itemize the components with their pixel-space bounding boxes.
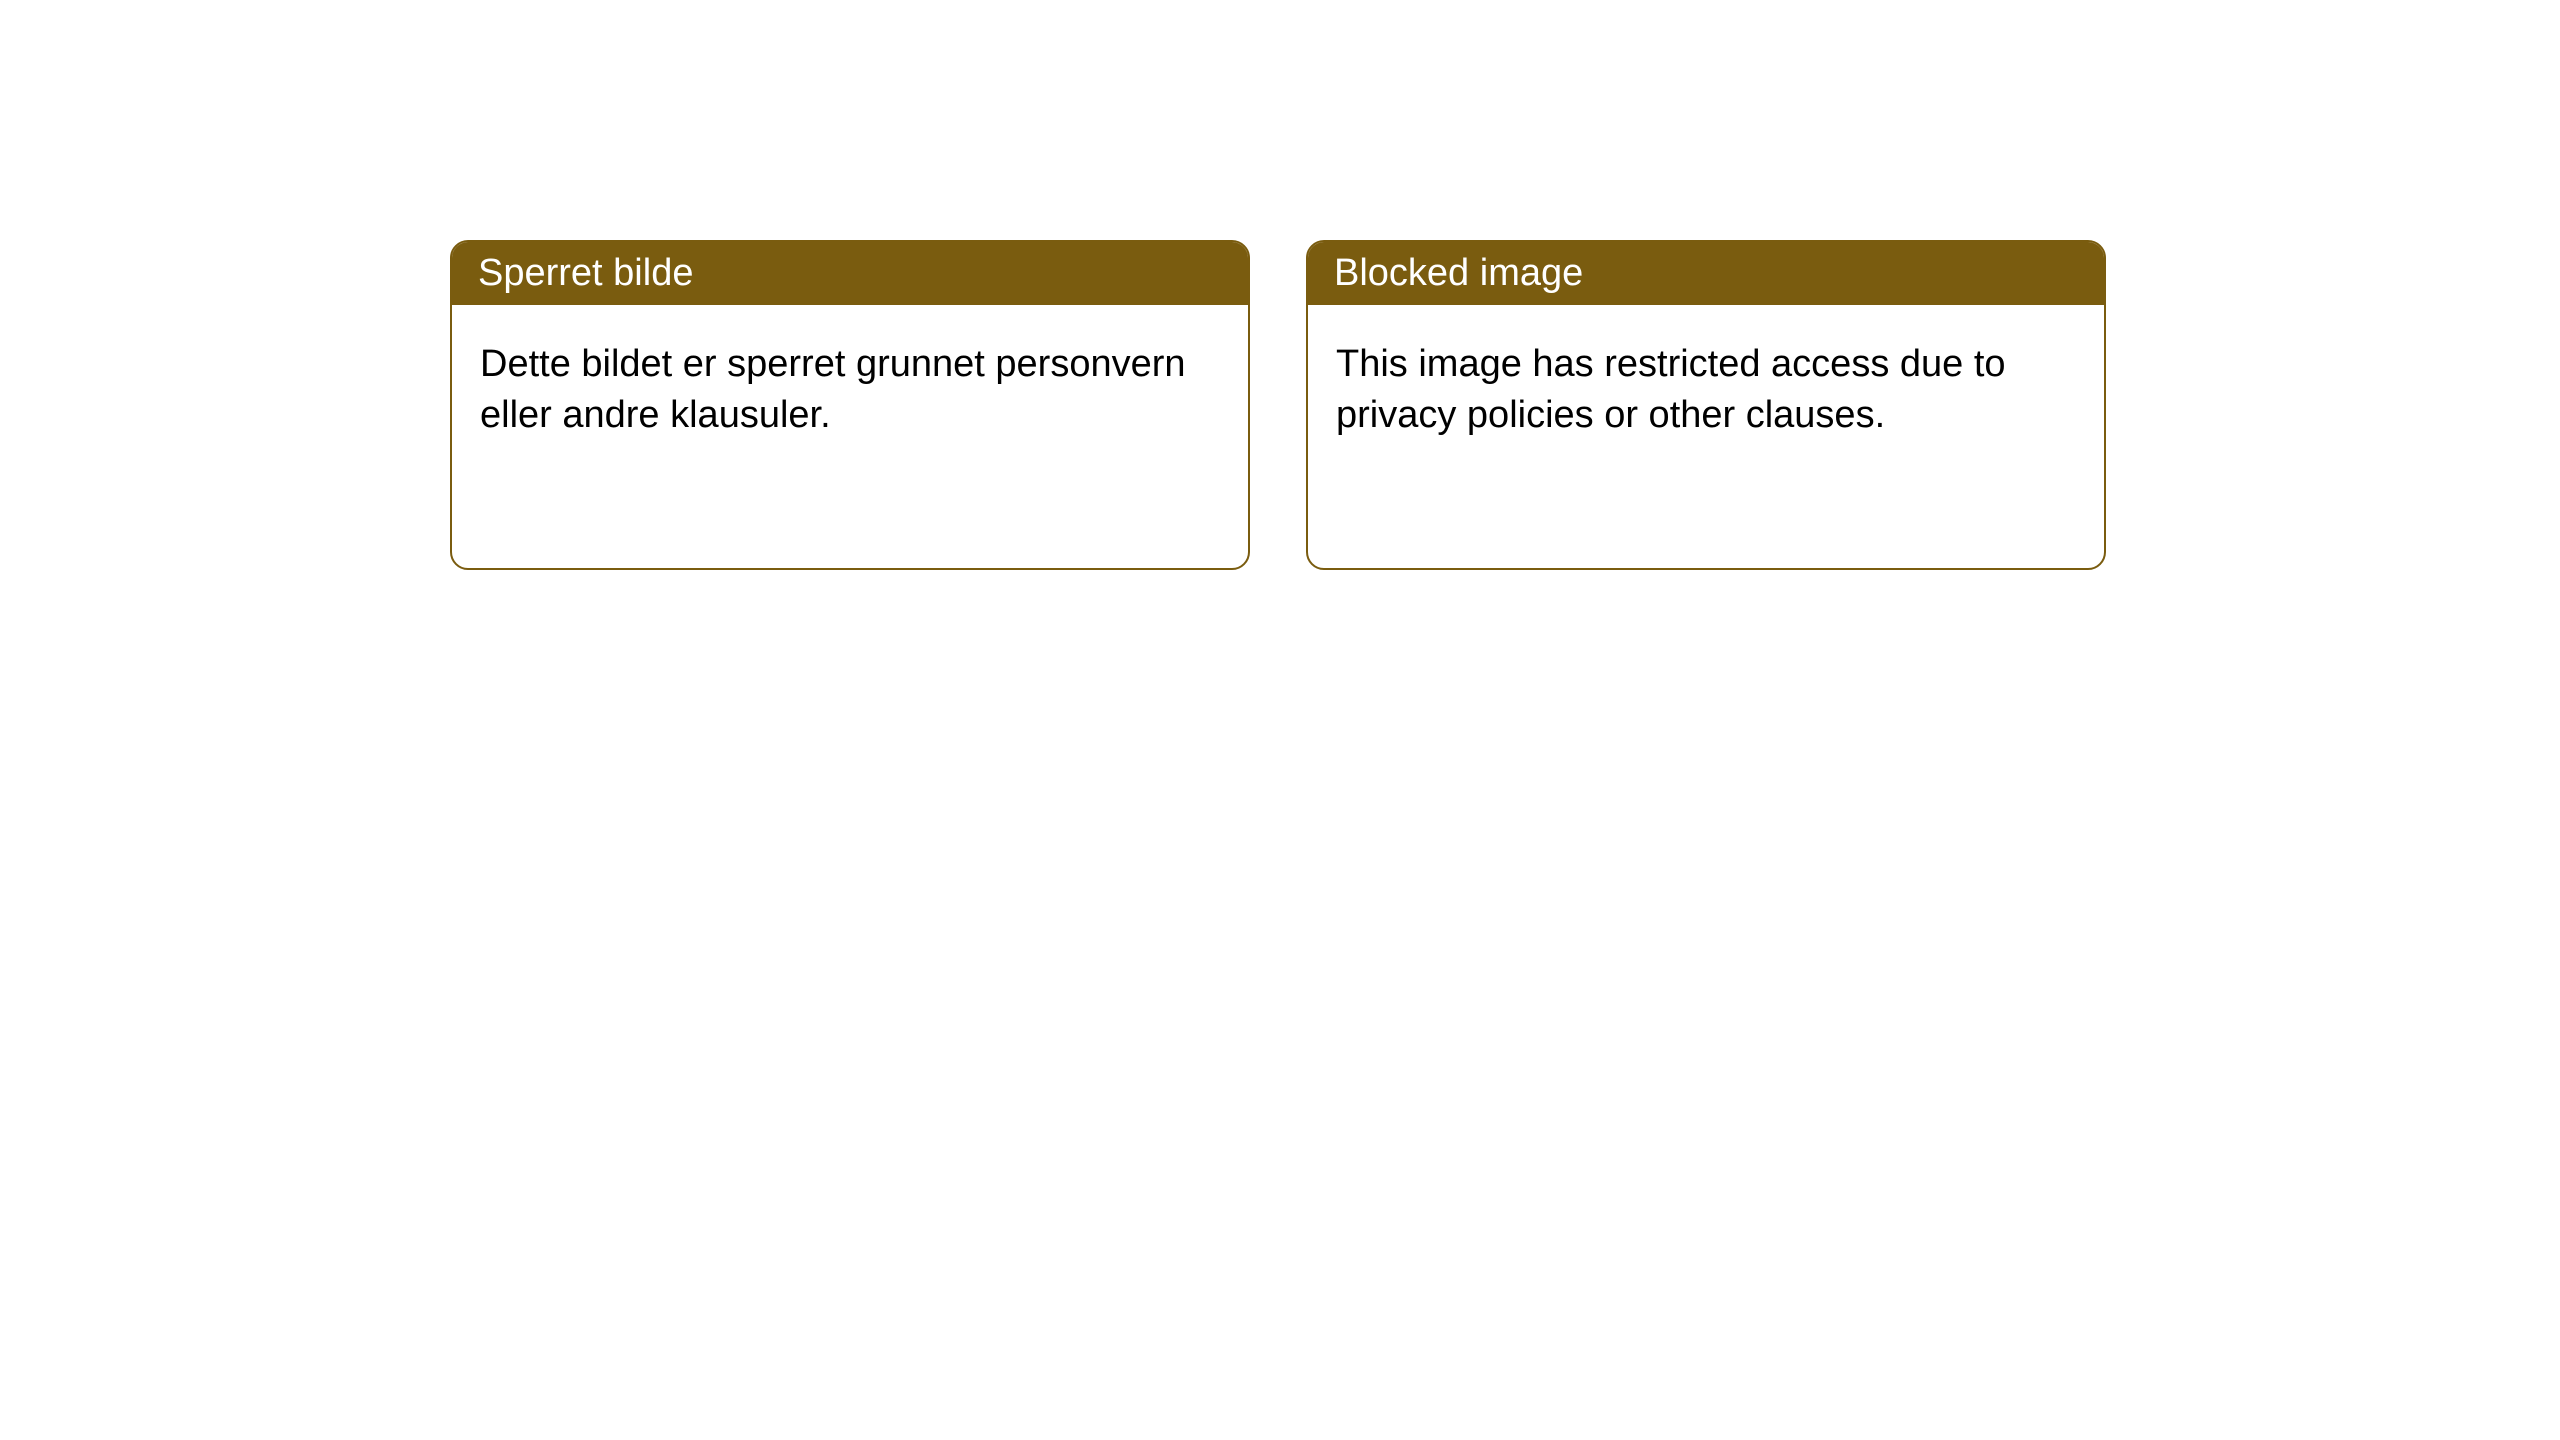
notice-card-norwegian: Sperret bilde Dette bildet er sperret gr… bbox=[450, 240, 1250, 570]
card-header: Sperret bilde bbox=[452, 242, 1248, 305]
card-title: Blocked image bbox=[1334, 252, 1583, 294]
notice-card-english: Blocked image This image has restricted … bbox=[1306, 240, 2106, 570]
card-header: Blocked image bbox=[1308, 242, 2104, 305]
card-body-text: This image has restricted access due to … bbox=[1336, 343, 2006, 436]
card-body: This image has restricted access due to … bbox=[1308, 305, 2104, 476]
notice-container: Sperret bilde Dette bildet er sperret gr… bbox=[0, 0, 2560, 570]
card-body-text: Dette bildet er sperret grunnet personve… bbox=[480, 343, 1186, 436]
card-title: Sperret bilde bbox=[478, 252, 693, 294]
card-body: Dette bildet er sperret grunnet personve… bbox=[452, 305, 1248, 476]
